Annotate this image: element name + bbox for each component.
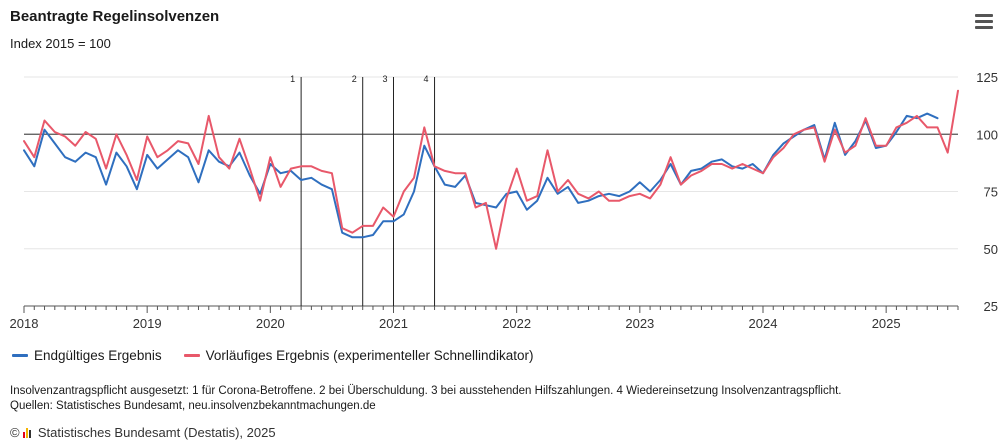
legend: Endgültiges Ergebnis Vorläufiges Ergebni… [12, 348, 534, 363]
legend-item-preliminary[interactable]: Vorläufiges Ergebnis (experimenteller Sc… [183, 348, 534, 363]
chart-title: Beantragte Regelinsolvenzen [10, 8, 220, 25]
note-suspension: Insolvenzantragspflicht ausgesetzt: 1 fü… [10, 385, 842, 397]
legend-swatch-final [12, 354, 28, 357]
x-tick-label: 2022 [502, 316, 531, 331]
legend-label-preliminary: Vorläufiges Ergebnis (experimenteller Sc… [205, 348, 534, 363]
x-tick-label: 2018 [10, 316, 39, 331]
chart-notes: Insolvenzantragspflicht ausgesetzt: 1 fü… [10, 384, 842, 414]
x-tick-label: 2024 [749, 316, 778, 331]
hamburger-menu-icon[interactable] [975, 14, 993, 30]
x-tick-label: 2023 [625, 316, 654, 331]
footer-text: Statistisches Bundesamt (Destatis), 2025 [37, 425, 276, 440]
annotation-label-3: 3 [382, 74, 387, 84]
legend-swatch-preliminary [183, 354, 200, 357]
legend-item-final[interactable]: Endgültiges Ergebnis [12, 348, 162, 363]
annotation-label-1: 1 [290, 74, 295, 84]
destatis-logo-icon [23, 426, 32, 441]
y-tick-label: 50 [984, 242, 998, 257]
x-tick-label: 2025 [872, 316, 901, 331]
copyright-symbol: © [10, 425, 20, 440]
y-tick-label: 75 [984, 185, 998, 200]
annotation-label-2: 2 [352, 74, 357, 84]
legend-label-final: Endgültiges Ergebnis [34, 348, 162, 363]
y-tick-label: 125 [976, 70, 998, 85]
y-tick-label: 100 [976, 127, 998, 142]
series-line-1 [23, 89, 959, 250]
x-tick-label: 2021 [379, 316, 408, 331]
note-sources: Quellen: Statistisches Bundesamt, neu.in… [10, 400, 376, 412]
y-tick-label: 25 [984, 299, 998, 314]
footer: © Statistisches Bundesamt (Destatis), 20… [10, 425, 276, 441]
annotation-label-4: 4 [424, 74, 429, 84]
x-tick-label: 2019 [133, 316, 162, 331]
series-line-0 [23, 112, 939, 239]
chart-subtitle: Index 2015 = 100 [10, 36, 111, 51]
x-tick-label: 2020 [256, 316, 285, 331]
